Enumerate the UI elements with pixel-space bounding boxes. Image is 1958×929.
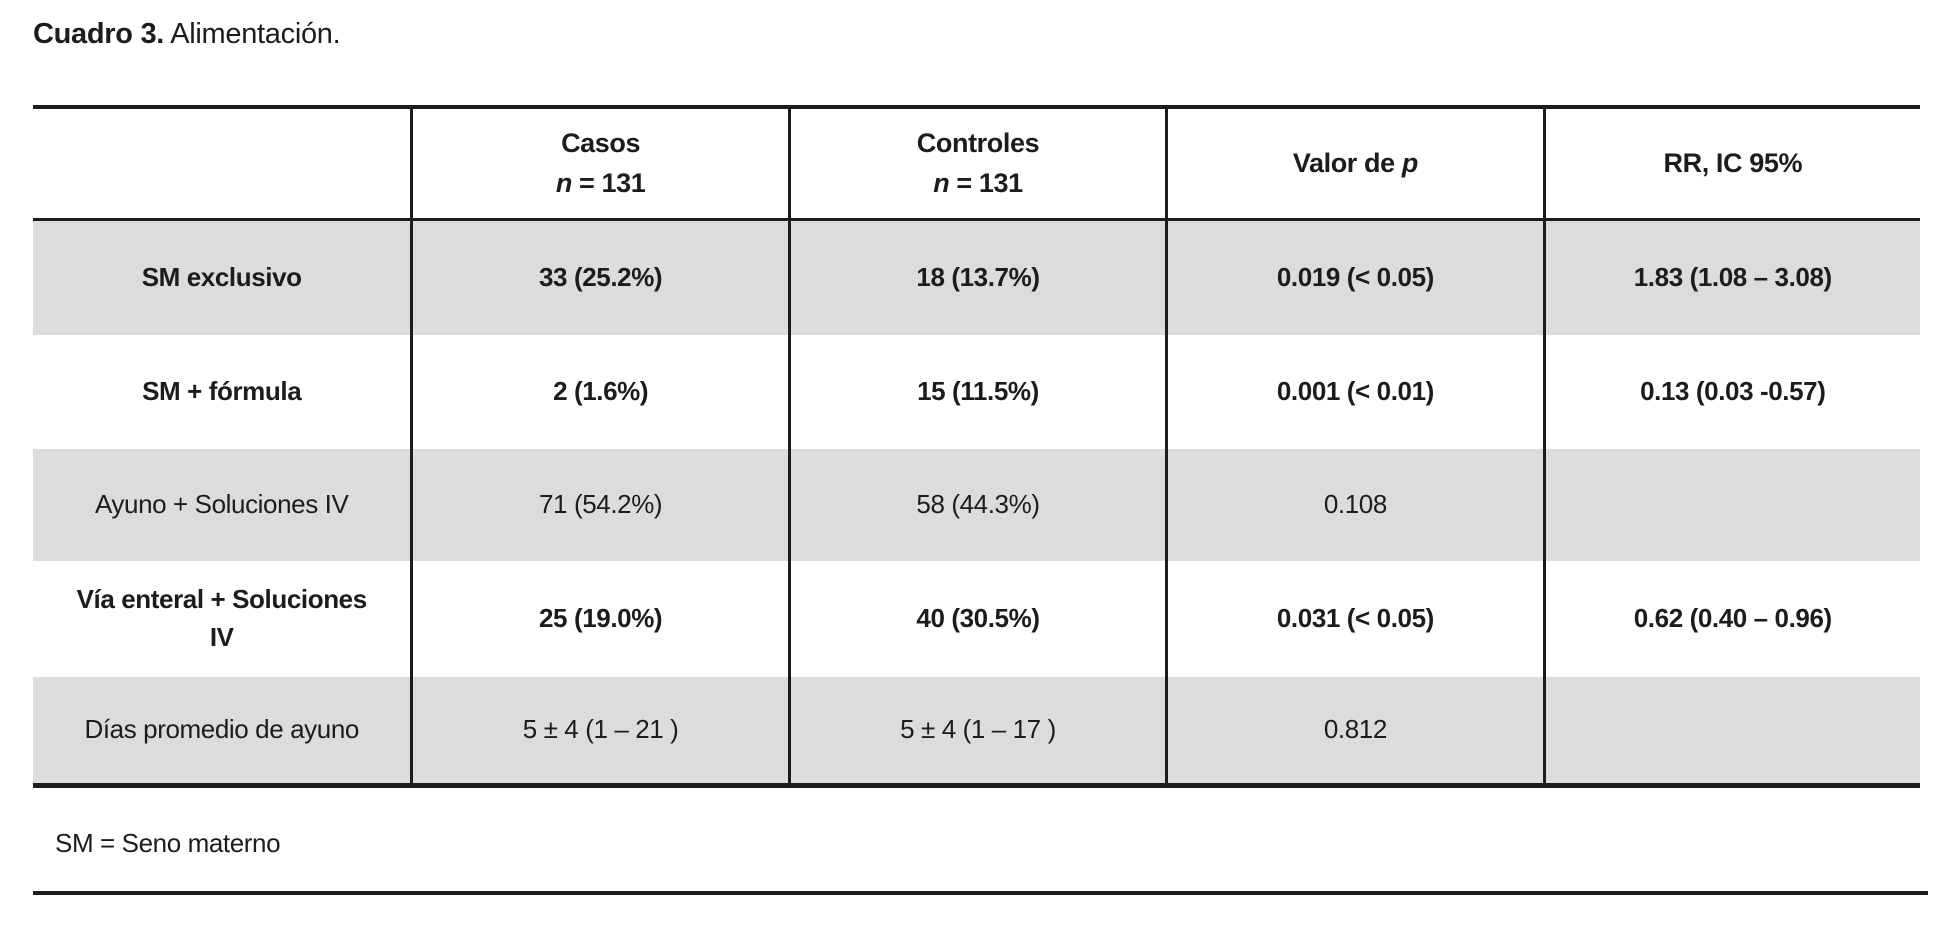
header-controles-n: n = 131 — [933, 167, 1023, 198]
cell-controles: 40 (30.5%) — [787, 561, 1165, 677]
bottom-rule-divider — [33, 891, 1928, 895]
cell-controles: 18 (13.7%) — [787, 221, 1166, 335]
row-label: Ayuno + Soluciones IV — [33, 449, 411, 561]
cell-controles: 5 ± 4 (1 – 17 ) — [787, 677, 1166, 783]
cell-casos: 25 (19.0%) — [410, 561, 787, 677]
cell-valor-p: 0.019 (< 0.05) — [1165, 221, 1543, 335]
cell-valor-p: 0.031 (< 0.05) — [1165, 561, 1542, 677]
table-footnote: SM = Seno materno — [55, 828, 281, 858]
header-rr: RR, IC 95% — [1542, 109, 1920, 221]
header-empty-cell — [33, 109, 411, 221]
cell-controles: 58 (44.3%) — [787, 449, 1166, 561]
cell-casos: 2 (1.6%) — [410, 335, 787, 449]
cell-rr: 1.83 (1.08 – 3.08) — [1542, 221, 1920, 335]
cell-casos: 33 (25.2%) — [410, 221, 788, 335]
cell-valor-p: 0.001 (< 0.01) — [1165, 335, 1542, 449]
cell-rr — [1542, 677, 1920, 783]
table-title-text: Alimentación. — [164, 18, 341, 50]
row-label: Vía enteral + Soluciones IV — [76, 584, 368, 652]
cell-valor-p: 0.812 — [1165, 677, 1543, 783]
header-controles: Controles n = 131 — [787, 109, 1166, 221]
header-casos-title: Casos — [561, 128, 641, 159]
cell-rr: 0.62 (0.40 – 0.96) — [1542, 561, 1920, 677]
cell-rr — [1542, 449, 1920, 561]
row-label: SM + fórmula — [142, 376, 302, 407]
cell-valor-p: 0.108 — [1165, 449, 1543, 561]
cell-controles: 15 (11.5%) — [787, 335, 1165, 449]
cell-rr: 0.13 (0.03 -0.57) — [1542, 335, 1920, 449]
table-title: Cuadro 3. Alimentación. — [33, 18, 341, 51]
data-table: Casos n = 131 Controles n = 131 Valor de… — [33, 105, 1920, 788]
header-casos: Casos n = 131 — [410, 109, 788, 221]
header-controles-title: Controles — [916, 128, 1040, 159]
header-valor-p: Valor de p — [1165, 109, 1543, 221]
table-title-label: Cuadro 3. — [33, 18, 165, 50]
row-label: Días promedio de ayuno — [33, 677, 411, 783]
cell-casos: 71 (54.2%) — [410, 449, 788, 561]
row-label: SM exclusivo — [33, 221, 411, 335]
header-casos-n: n = 131 — [555, 167, 646, 198]
cell-casos: 5 ± 4 (1 – 21 ) — [410, 677, 788, 783]
